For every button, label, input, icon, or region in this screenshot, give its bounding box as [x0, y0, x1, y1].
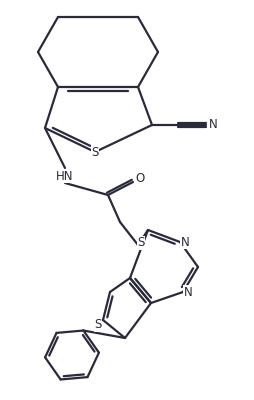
Text: N: N	[181, 236, 189, 248]
Text: S: S	[91, 146, 99, 158]
Text: O: O	[135, 172, 145, 186]
Text: HN: HN	[56, 170, 74, 182]
Text: S: S	[137, 236, 145, 250]
Text: N: N	[209, 118, 217, 132]
Text: N: N	[184, 286, 192, 298]
Text: S: S	[94, 318, 102, 332]
